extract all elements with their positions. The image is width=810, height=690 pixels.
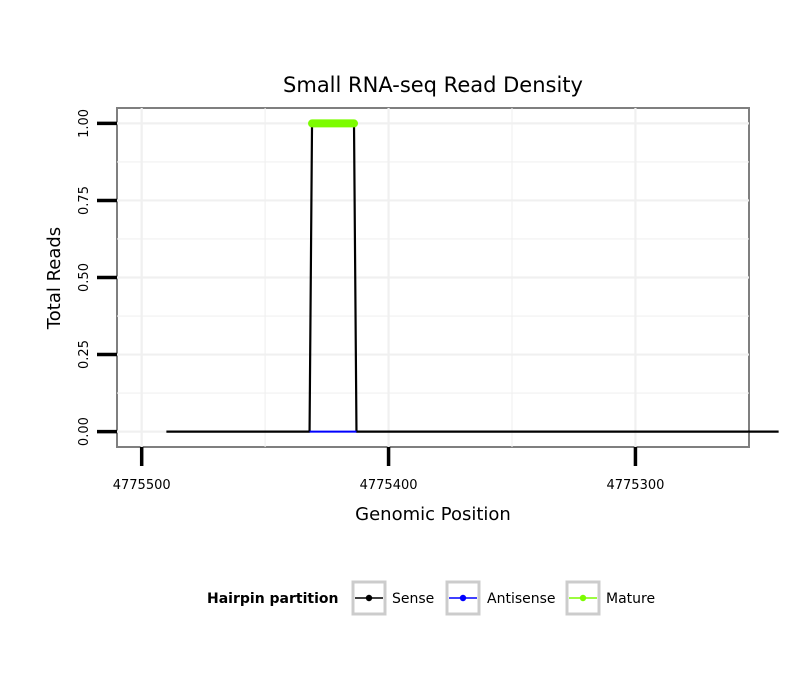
legend-label-antisense: Antisense	[487, 591, 556, 607]
legend-label-sense: Sense	[392, 591, 434, 607]
legend-label-mature: Mature	[606, 591, 655, 607]
x-tick-label: 4775400	[360, 478, 418, 493]
x-axis-label: Genomic Position	[355, 504, 511, 525]
y-axis: 0.00 0.25 0.50 0.75 1.00	[77, 109, 117, 446]
chart-title: Small RNA-seq Read Density	[283, 73, 583, 97]
y-tick-label: 0.75	[77, 186, 92, 215]
legend-point-mature	[579, 594, 587, 602]
y-tick-label: 0.50	[77, 263, 92, 292]
legend-entry-mature: Mature	[565, 580, 655, 616]
series-layer	[166, 119, 779, 433]
y-axis-label: Total Reads	[44, 227, 65, 330]
y-tick-label: 0.25	[77, 340, 92, 369]
legend-entry-antisense: Antisense	[445, 580, 556, 616]
x-tick-label: 4775300	[606, 478, 664, 493]
y-tick-label: 0.00	[77, 417, 92, 446]
x-tick-label: 4775500	[113, 478, 171, 493]
legend-point-sense	[365, 594, 373, 602]
legend-title: Hairpin partition	[207, 591, 338, 607]
legend-entry-sense: Sense	[351, 580, 434, 616]
legend-point-antisense	[459, 594, 467, 602]
legend-key-mature	[565, 580, 601, 616]
x-axis: 4775500 4775400 4775300	[113, 447, 664, 493]
legend: Hairpin partition Sense Antisense Mature	[207, 580, 655, 616]
y-tick-label: 1.00	[77, 109, 92, 138]
